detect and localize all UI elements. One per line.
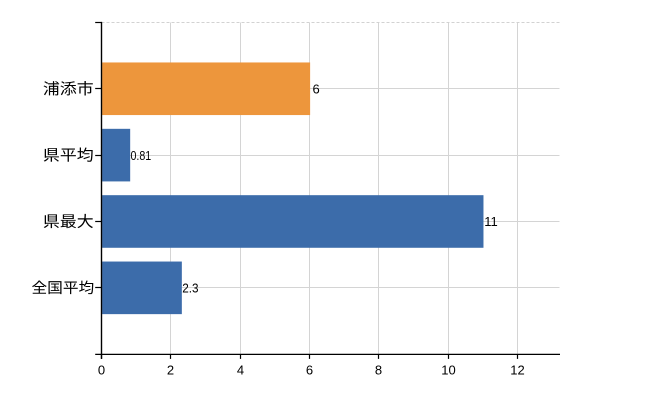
svg-text:6: 6	[312, 81, 319, 96]
svg-text:2.3: 2.3	[182, 281, 198, 296]
svg-text:11: 11	[484, 214, 498, 229]
svg-text:0: 0	[98, 363, 105, 378]
svg-text:2: 2	[167, 363, 174, 378]
svg-text:6: 6	[306, 363, 313, 378]
svg-text:4: 4	[237, 363, 244, 378]
svg-text:8: 8	[375, 363, 382, 378]
svg-text:10: 10	[441, 363, 455, 378]
svg-text:12: 12	[510, 363, 524, 378]
svg-text:0.81: 0.81	[130, 148, 151, 163]
